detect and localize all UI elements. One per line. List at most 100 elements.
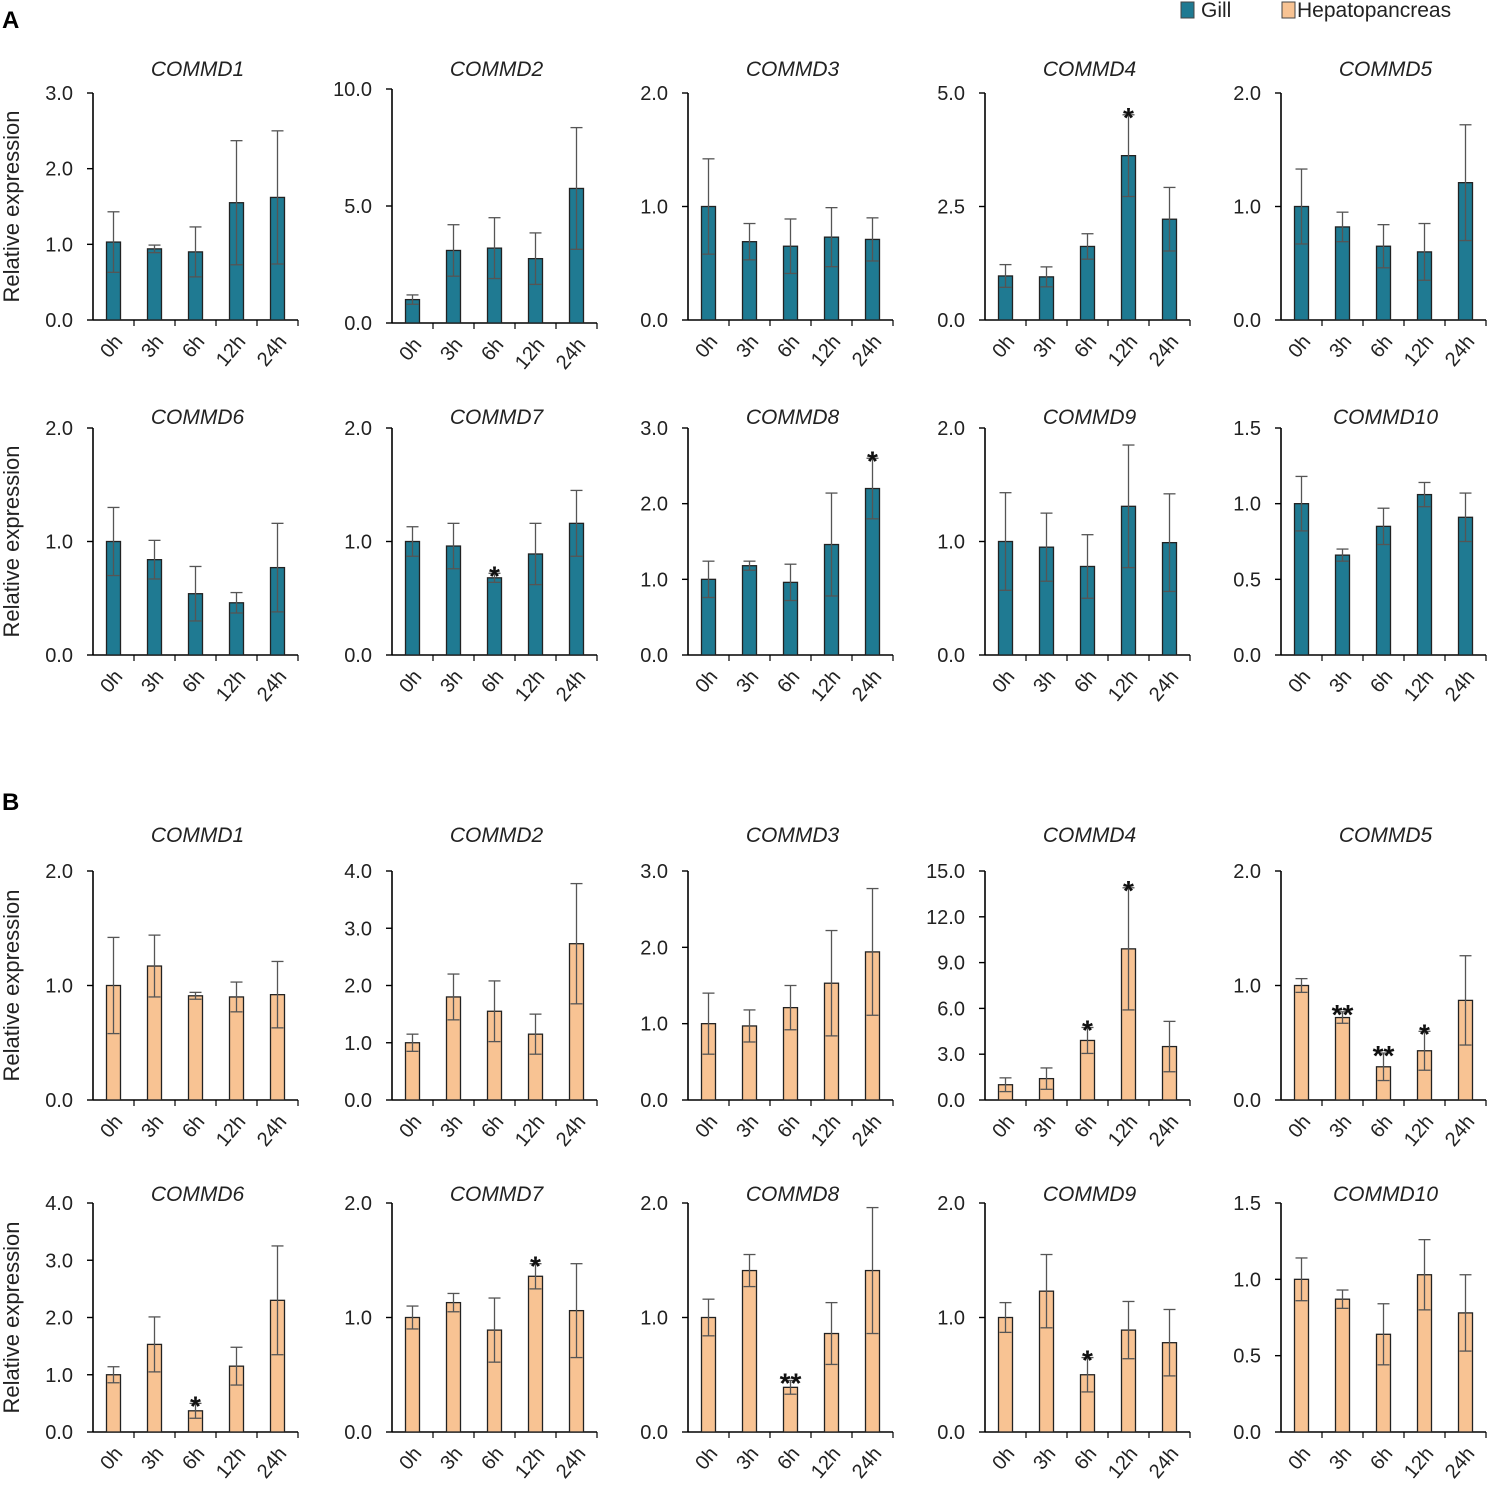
y-tick-label: 1.0 xyxy=(1233,494,1261,516)
x-tick-label: 12h xyxy=(511,334,549,374)
x-tick-label: 0h xyxy=(96,1443,127,1474)
x-tick-label: 3h xyxy=(732,1111,763,1142)
y-tick-label: 3.0 xyxy=(344,918,372,940)
x-tick-label: 6h xyxy=(1366,331,1397,362)
chart-b-commd9: COMMD9 0.0 1.0 2.0 0h 3h * 6h 12h 24h xyxy=(937,1183,1191,1483)
x-tick-label: 24h xyxy=(552,666,590,706)
x-tick-label: 24h xyxy=(552,1111,590,1151)
bar-3h xyxy=(1334,1298,1351,1433)
y-tick-label: 1.0 xyxy=(1233,976,1261,998)
x-tick-label: 12h xyxy=(1104,1111,1142,1151)
y-tick-label: 6.0 xyxy=(937,998,965,1020)
x-tick-label: 12h xyxy=(212,1111,250,1151)
legend: Gill Hepatopancreas xyxy=(1180,0,1451,22)
chart-a-commd3: COMMD3 0.0 1.0 2.0 0h 3h 6h 12h 24h xyxy=(640,58,894,371)
chart-b-commd7: COMMD7 0.0 1.0 2.0 0h 3h 6h * 12h 24h xyxy=(344,1183,598,1483)
x-tick-label: 3h xyxy=(436,1443,467,1474)
y-tick-label: 2.0 xyxy=(937,418,965,440)
y-tick-label: 2.0 xyxy=(344,418,372,440)
y-tick-label: 0.0 xyxy=(1233,310,1261,332)
bar-12h xyxy=(1416,493,1433,656)
y-tick-label: 4.0 xyxy=(344,861,372,883)
y-tick-label: 1.0 xyxy=(344,1308,372,1330)
bar-0h xyxy=(997,1316,1014,1433)
x-tick-label: 0h xyxy=(395,1111,426,1142)
x-tick-label: 24h xyxy=(1145,666,1183,706)
x-tick-label: 0h xyxy=(988,666,1019,697)
y-tick-label: 0.0 xyxy=(640,310,668,332)
chart-title: COMMD1 xyxy=(151,824,244,847)
y-tick-label: 0.0 xyxy=(45,1090,73,1112)
y-tick-label: 3.0 xyxy=(45,1250,73,1272)
y-tick-label: 0.0 xyxy=(344,313,372,335)
y-tick-label: 2.0 xyxy=(1233,83,1261,105)
y-tick-label: 1.0 xyxy=(937,1308,965,1330)
significance-marker: * xyxy=(489,560,500,591)
x-tick-label: 6h xyxy=(477,1443,508,1474)
bar-0h xyxy=(404,540,421,656)
x-tick-label: 0h xyxy=(395,334,426,365)
bar-3h xyxy=(741,565,758,656)
panel-label-b: B xyxy=(2,789,19,816)
chart-a-commd1: COMMD1 0.0 1.0 2.0 3.0 Relative expression 0h 3… xyxy=(0,58,299,371)
x-tick-label: 3h xyxy=(1029,1443,1060,1474)
chart-b-commd10: COMMD10 0.0 0.5 1.0 1.5 0h 3h 6h 12h 24h xyxy=(1233,1183,1487,1483)
y-tick-label: 1.5 xyxy=(1233,1193,1261,1215)
x-tick-label: 24h xyxy=(1441,1111,1479,1151)
x-tick-label: 12h xyxy=(1400,1443,1438,1483)
x-tick-label: 0h xyxy=(395,1443,426,1474)
y-tick-label: 0.0 xyxy=(1233,1422,1261,1444)
chart-a-commd5: COMMD5 0.0 1.0 2.0 0h 3h 6h 12h 24h xyxy=(1233,58,1487,371)
x-tick-label: 0h xyxy=(691,666,722,697)
x-tick-label: 12h xyxy=(511,1111,549,1151)
x-tick-label: 12h xyxy=(1104,666,1142,706)
y-tick-label: 1.5 xyxy=(1233,418,1261,440)
y-tick-label: 5.0 xyxy=(937,83,965,105)
x-tick-label: 0h xyxy=(96,666,127,697)
y-tick-label: 1.0 xyxy=(344,1033,372,1055)
y-tick-label: 1.0 xyxy=(45,532,73,554)
significance-marker: * xyxy=(190,1390,201,1421)
chart-title: COMMD3 xyxy=(746,58,840,81)
x-tick-label: 12h xyxy=(1400,331,1438,371)
chart-title: COMMD7 xyxy=(450,1183,545,1206)
bar-3h xyxy=(146,248,163,321)
x-tick-label: 6h xyxy=(1070,331,1101,362)
chart-title: COMMD5 xyxy=(1339,58,1433,81)
chart-title: COMMD4 xyxy=(1043,824,1136,847)
x-tick-label: 24h xyxy=(1441,666,1479,706)
x-tick-label: 12h xyxy=(212,331,250,371)
y-tick-label: 1.0 xyxy=(1233,1269,1261,1291)
chart-a-commd6: COMMD6 0.0 1.0 2.0 Relative expression 0h 3h 6h… xyxy=(0,406,299,706)
x-tick-label: 12h xyxy=(511,666,549,706)
x-tick-label: 24h xyxy=(1441,331,1479,371)
y-tick-label: 0.5 xyxy=(1233,569,1261,591)
y-tick-label: 12.0 xyxy=(926,907,965,929)
chart-title: COMMD8 xyxy=(746,406,840,429)
x-tick-label: 6h xyxy=(1070,1443,1101,1474)
x-tick-label: 12h xyxy=(1400,666,1438,706)
chart-title: COMMD10 xyxy=(1333,1183,1438,1206)
y-tick-label: 1.0 xyxy=(344,532,372,554)
y-tick-label: 5.0 xyxy=(344,196,372,218)
y-tick-label: 2.5 xyxy=(937,197,965,219)
significance-marker: ** xyxy=(1373,1040,1395,1071)
chart-title: COMMD8 xyxy=(746,1183,840,1206)
chart-b-commd3: COMMD3 0.0 1.0 2.0 3.0 0h 3h 6h 12h 24h xyxy=(640,824,894,1151)
x-tick-label: 0h xyxy=(691,1111,722,1142)
y-tick-label: 0.0 xyxy=(1233,1090,1261,1112)
bar-3h xyxy=(1334,554,1351,656)
significance-marker: * xyxy=(1419,1018,1430,1049)
y-tick-label: 0.0 xyxy=(937,1090,965,1112)
panel-label-a: A xyxy=(2,7,19,34)
x-tick-label: 3h xyxy=(1325,1111,1356,1142)
chart-b-commd1: COMMD1 0.0 1.0 2.0 Relative expression 0h 3h 6h… xyxy=(0,824,299,1151)
y-tick-label: 1.0 xyxy=(937,532,965,554)
x-tick-label: 0h xyxy=(96,331,127,362)
y-tick-label: 1.0 xyxy=(640,569,668,591)
legend-swatch-hepatopancreas xyxy=(1281,1,1296,19)
y-tick-label: 2.0 xyxy=(640,937,668,959)
y-tick-label: 0.0 xyxy=(937,310,965,332)
y-tick-label: 1.0 xyxy=(45,234,73,256)
